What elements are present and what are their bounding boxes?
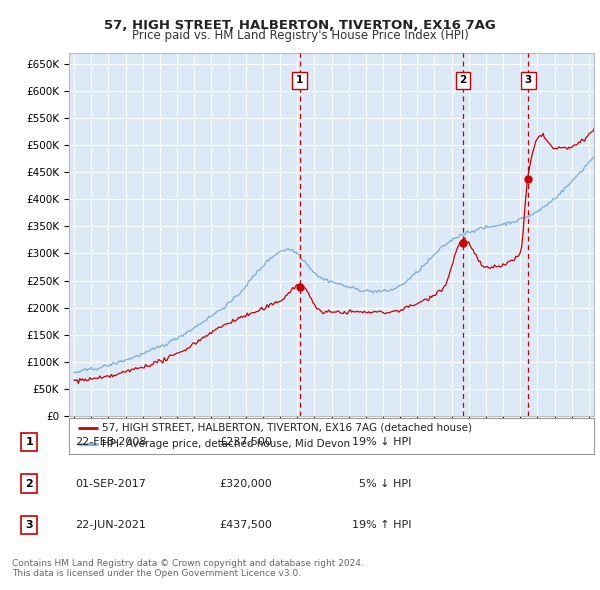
Text: 22-FEB-2008: 22-FEB-2008	[76, 437, 147, 447]
Text: £320,000: £320,000	[220, 478, 272, 489]
Text: 2: 2	[25, 478, 33, 489]
Text: 5% ↓ HPI: 5% ↓ HPI	[352, 478, 411, 489]
Text: HPI: Average price, detached house, Mid Devon: HPI: Average price, detached house, Mid …	[102, 440, 350, 450]
Text: 57, HIGH STREET, HALBERTON, TIVERTON, EX16 7AG (detached house): 57, HIGH STREET, HALBERTON, TIVERTON, EX…	[102, 422, 472, 432]
Text: 1: 1	[25, 437, 33, 447]
Text: £437,500: £437,500	[220, 520, 272, 530]
Text: 2: 2	[460, 75, 467, 85]
Text: 01-SEP-2017: 01-SEP-2017	[76, 478, 146, 489]
Text: 19% ↑ HPI: 19% ↑ HPI	[352, 520, 412, 530]
Text: 1: 1	[296, 75, 303, 85]
Text: 57, HIGH STREET, HALBERTON, TIVERTON, EX16 7AG: 57, HIGH STREET, HALBERTON, TIVERTON, EX…	[104, 19, 496, 32]
Text: 3: 3	[524, 75, 532, 85]
Text: 3: 3	[25, 520, 33, 530]
Text: Price paid vs. HM Land Registry's House Price Index (HPI): Price paid vs. HM Land Registry's House …	[131, 30, 469, 42]
Text: £237,500: £237,500	[220, 437, 272, 447]
Text: 19% ↓ HPI: 19% ↓ HPI	[352, 437, 412, 447]
Text: Contains HM Land Registry data © Crown copyright and database right 2024.
This d: Contains HM Land Registry data © Crown c…	[12, 559, 364, 578]
Text: 22-JUN-2021: 22-JUN-2021	[76, 520, 146, 530]
